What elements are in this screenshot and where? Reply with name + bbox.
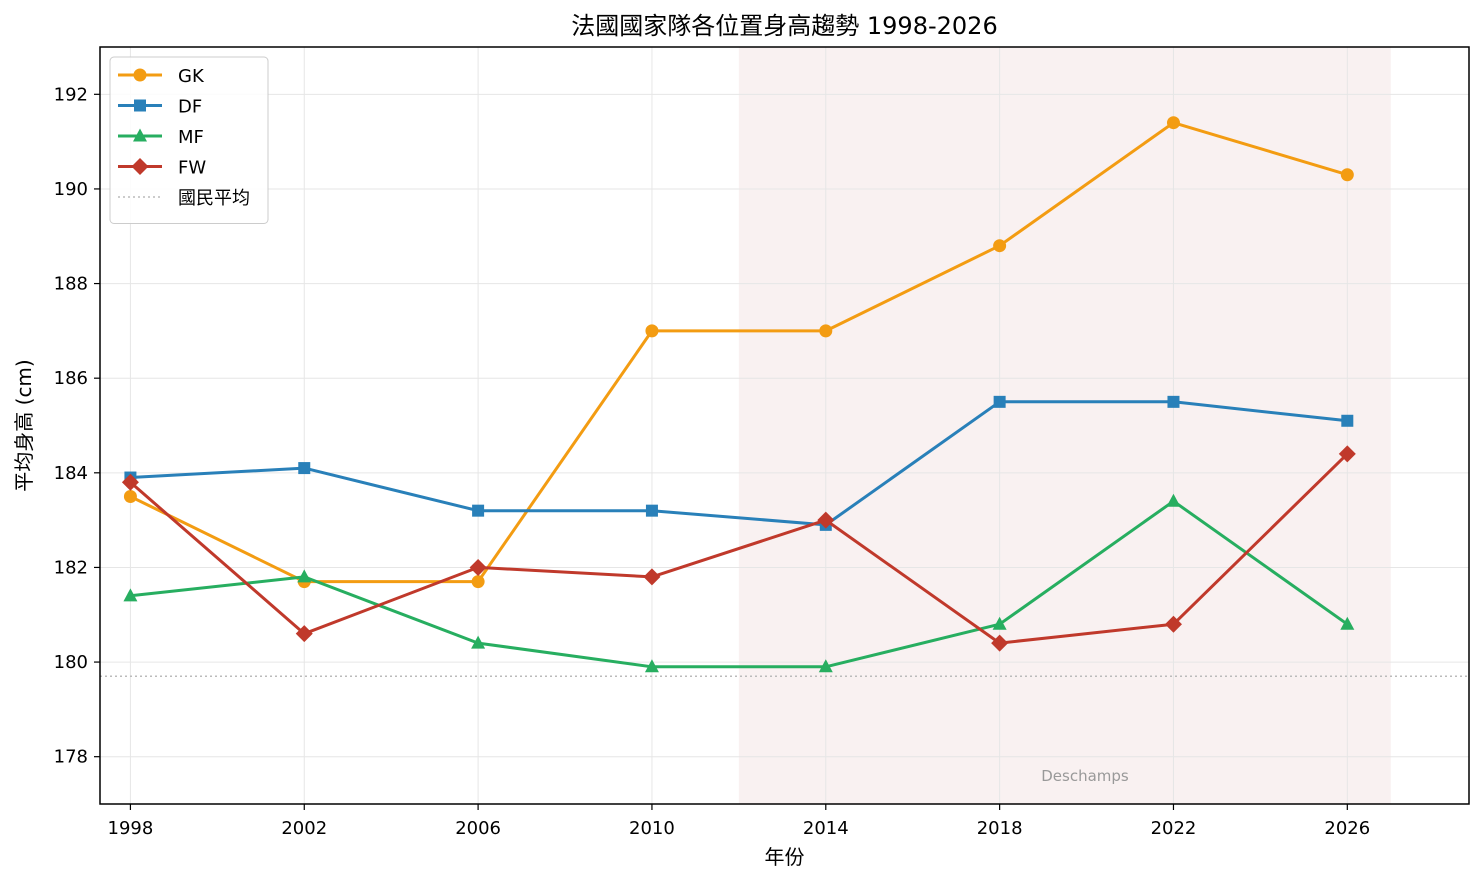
legend-label-fw: FW bbox=[178, 158, 206, 179]
data-point-df bbox=[645, 504, 658, 517]
y-tick-label: 192 bbox=[54, 84, 88, 105]
data-point-fw bbox=[1338, 445, 1356, 463]
legend-marker-fw bbox=[131, 158, 149, 175]
legend-label-reference: 國民平均 bbox=[178, 188, 250, 209]
data-point-df bbox=[993, 395, 1006, 408]
x-tick-label: 2026 bbox=[1324, 818, 1370, 839]
legend-label-mf: MF bbox=[178, 127, 204, 148]
y-axis-label: 平均身高 (cm) bbox=[12, 359, 36, 491]
data-point-mf bbox=[1340, 616, 1355, 630]
x-tick-layer: 1998 2002 2006 2010 2014 2018 2022 2026 bbox=[108, 804, 1370, 839]
series-line-mf bbox=[130, 499, 1349, 669]
data-point-gk bbox=[645, 324, 659, 338]
y-tick-label: 180 bbox=[54, 652, 88, 673]
y-tick-label: 186 bbox=[54, 368, 88, 389]
data-point-fw bbox=[1164, 615, 1182, 633]
series-line-df bbox=[130, 400, 1348, 527]
shaded-region-layer bbox=[738, 47, 1391, 804]
legend-marker-gk bbox=[133, 68, 147, 82]
data-point-fw bbox=[469, 558, 487, 576]
data-point-fw bbox=[121, 473, 139, 491]
data-point-mf bbox=[1166, 493, 1181, 507]
legend-box bbox=[109, 56, 269, 224]
data-point-df bbox=[472, 504, 485, 517]
legend-label-df: DF bbox=[178, 97, 202, 118]
x-tick-label: 2018 bbox=[977, 818, 1023, 839]
data-point-df bbox=[1341, 414, 1354, 427]
series-line-gk bbox=[129, 121, 1348, 584]
y-tick-label: 184 bbox=[54, 463, 88, 484]
legend-marker-df bbox=[134, 99, 146, 112]
legend-label-gk: GK bbox=[178, 66, 205, 87]
shaded-region-label: Deschamps bbox=[1041, 767, 1129, 785]
y-tick-label: 182 bbox=[54, 557, 88, 578]
legend-marker-mf bbox=[133, 128, 147, 142]
legend: GK DF MF FW 國民平均 bbox=[109, 56, 269, 224]
shaded-region bbox=[738, 47, 1391, 804]
x-tick-label: 2006 bbox=[455, 818, 501, 839]
series-mf bbox=[123, 493, 1355, 673]
data-point-gk bbox=[1340, 168, 1354, 182]
data-point-df bbox=[298, 462, 311, 475]
data-point-fw bbox=[295, 625, 313, 643]
y-tick-label: 188 bbox=[54, 274, 88, 295]
data-point-mf bbox=[644, 659, 659, 673]
plot-frame bbox=[99, 46, 1470, 805]
x-tick-label: 2002 bbox=[281, 818, 327, 839]
y-tick-label: 178 bbox=[54, 747, 88, 768]
data-point-fw bbox=[817, 511, 835, 529]
data-point-fw bbox=[991, 634, 1009, 652]
y-tick-label: 190 bbox=[54, 179, 88, 200]
data-point-mf bbox=[123, 588, 138, 602]
data-point-gk bbox=[471, 575, 485, 589]
data-point-fw bbox=[643, 568, 661, 586]
chart-title: 法國國家隊各位置身高趨勢 1998-2026 bbox=[571, 12, 997, 40]
data-point-gk bbox=[819, 324, 833, 338]
data-point-gk bbox=[993, 239, 1007, 253]
series-fw bbox=[121, 445, 1356, 652]
x-tick-label: 2022 bbox=[1151, 818, 1197, 839]
y-tick-layer: 178 180 182 184 186 188 190 192 bbox=[54, 84, 100, 768]
series-line-fw bbox=[129, 452, 1349, 645]
x-axis-label: 年份 bbox=[765, 845, 805, 869]
data-point-mf bbox=[471, 635, 486, 649]
data-point-mf bbox=[818, 659, 833, 673]
data-point-gk bbox=[1166, 116, 1180, 130]
x-tick-label: 1998 bbox=[108, 818, 154, 839]
x-tick-label: 2014 bbox=[803, 818, 849, 839]
data-point-mf bbox=[297, 569, 312, 583]
data-point-df bbox=[1167, 395, 1180, 408]
data-point-mf bbox=[992, 616, 1007, 630]
data-point-gk bbox=[123, 489, 137, 503]
series-layer bbox=[121, 116, 1356, 673]
x-tick-label: 2010 bbox=[629, 818, 675, 839]
